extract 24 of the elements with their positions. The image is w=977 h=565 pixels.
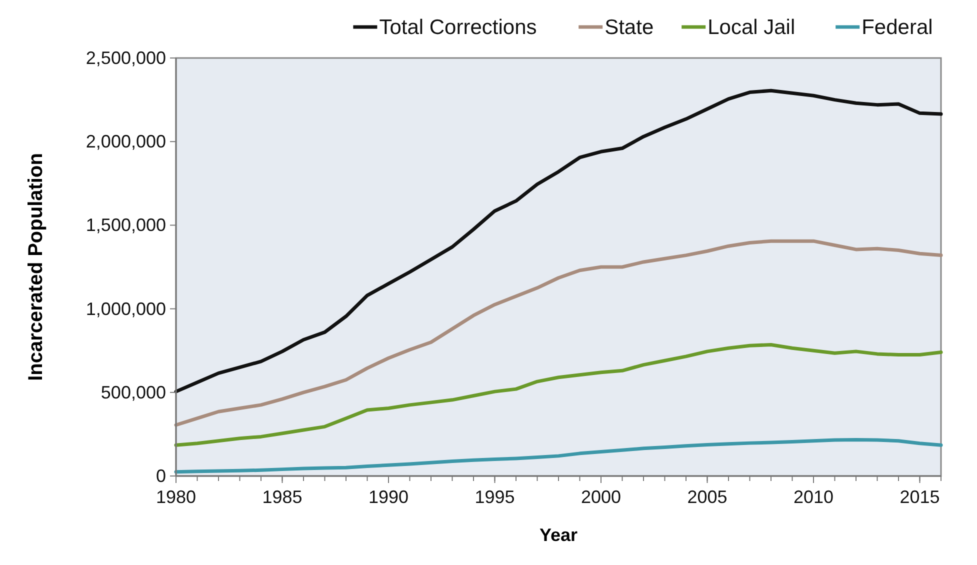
x-tick-label: 1995 <box>474 487 515 507</box>
y-tick-label: 0 <box>156 466 166 486</box>
y-tick-label: 1,500,000 <box>86 215 166 236</box>
x-tick-label: 2000 <box>580 487 622 507</box>
x-tick-label: 2005 <box>687 487 728 507</box>
y-tick-label: 2,500,000 <box>86 48 166 68</box>
line-series <box>174 343 943 447</box>
x-tick-label: 1985 <box>262 487 302 507</box>
line-series <box>174 438 943 474</box>
legend-label: Total Corrections <box>379 16 537 39</box>
legend-label: State <box>604 16 654 39</box>
x-tick-label: 1990 <box>368 487 409 507</box>
y-tick-label: 1,000,000 <box>86 298 166 319</box>
x-tick-label: 1980 <box>156 487 196 507</box>
x-axis-title: Year <box>539 525 578 545</box>
x-tick-label: 2015 <box>900 487 940 507</box>
y-axis-title: Incarcerated Population <box>25 153 47 381</box>
y-tick-label: 2,000,000 <box>86 132 166 152</box>
line-series <box>174 88 943 394</box>
x-tick-label: 2010 <box>793 487 834 507</box>
legend-label: Federal <box>862 16 933 39</box>
line-series <box>174 239 943 427</box>
y-tick-label: 500,000 <box>100 382 166 402</box>
legend-label: Local Jail <box>708 16 796 39</box>
